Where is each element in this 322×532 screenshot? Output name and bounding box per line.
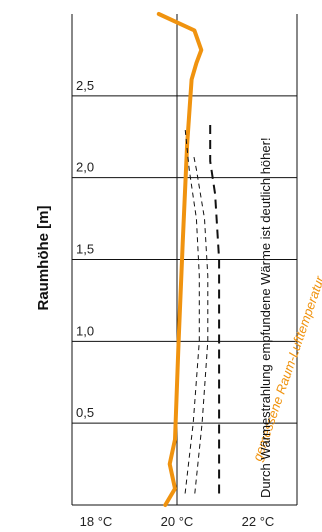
y-axis-title: Raumhöhe [m]: [35, 205, 52, 310]
series-line-1: [156, 12, 204, 507]
y-tick-label: 2,5: [76, 78, 94, 93]
y-tick-label: 2,0: [76, 160, 94, 175]
y-tick-label: 1,5: [76, 242, 94, 257]
series-line-3: [192, 153, 209, 494]
series-line-4: [209, 120, 221, 494]
y-tick-labels: 0,5 1,0 1,5 2,0 2,5: [76, 78, 94, 420]
x-tick-label: 22 °C: [242, 514, 275, 529]
y-tick-label: 1,0: [76, 323, 94, 338]
grid-lines: [71, 14, 298, 506]
series-layer: [156, 12, 221, 507]
radiation-annotation: Durch Wärmestrahlung empfundene Wärme is…: [258, 137, 273, 498]
y-tick-label: 0,5: [76, 405, 94, 420]
x-tick-labels: 18 °C 20 °C 22 °C: [80, 514, 275, 529]
series-line-2: [184, 128, 200, 494]
x-tick-label: 18 °C: [80, 514, 113, 529]
x-tick-label: 20 °C: [161, 514, 194, 529]
